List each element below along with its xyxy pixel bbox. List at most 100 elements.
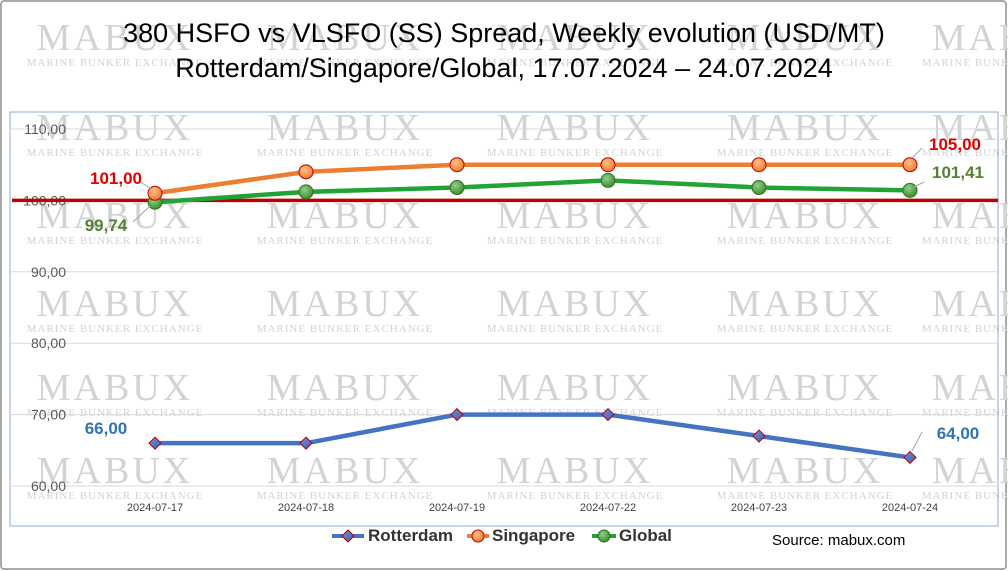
watermark-subtitle-text: MARINE BUNKER EXCHANGE xyxy=(717,407,894,419)
global-data-point xyxy=(902,182,918,198)
legend-item-singapore[interactable]: Singapore xyxy=(466,526,575,546)
watermark-subtitle-text: MARINE BUNKER EXCHANGE xyxy=(922,490,1008,502)
watermark-subtitle-text: MARINE BUNKER EXCHANGE xyxy=(257,235,434,247)
watermark-subtitle-text: MARINE BUNKER EXCHANGE xyxy=(257,490,434,502)
watermark-mabux-text: MABUX xyxy=(932,107,1008,149)
legend-item-rotterdam[interactable]: Rotterdam xyxy=(330,526,453,546)
data-label-leader-line xyxy=(911,147,923,159)
watermark-mabux-text: MABUX xyxy=(37,450,193,492)
watermark-subtitle-text: MARINE BUNKER EXCHANGE xyxy=(257,323,434,335)
watermark-mabux-text: MABUX xyxy=(727,17,883,59)
singapore-data-point xyxy=(449,157,465,173)
series-line-singapore xyxy=(152,162,913,196)
watermark-subtitle-text: MARINE BUNKER EXCHANGE xyxy=(27,407,204,419)
watermark-mabux-text: MABUX xyxy=(727,367,883,409)
singapore-data-point xyxy=(751,157,767,173)
watermark-mabux-text: MABUX xyxy=(267,367,423,409)
watermark-subtitle-text: MARINE BUNKER EXCHANGE xyxy=(27,235,204,247)
y-tick-label: 80,00 xyxy=(31,335,66,351)
x-tick-label: 2024-07-23 xyxy=(731,502,787,514)
chart-title-line-2: Rotterdam/Singapore/Global, 17.07.2024 –… xyxy=(175,53,833,83)
watermark-mabux-text: MABUX xyxy=(37,283,193,325)
watermark-mabux-text: MABUX xyxy=(727,107,883,149)
watermark-mabux-text: MABUX xyxy=(727,283,883,325)
watermark-subtitle-text: MARINE BUNKER EXCHANGE xyxy=(922,323,1008,335)
watermark-mabux-text: MABUX xyxy=(932,17,1008,59)
singapore-data-point xyxy=(298,164,314,180)
x-tick-label: 2024-07-18 xyxy=(278,502,334,514)
x-tick-label: 2024-07-17 xyxy=(127,502,183,514)
watermark-subtitle-text: MARINE BUNKER EXCHANGE xyxy=(257,147,434,159)
watermark-subtitle-text: MARINE BUNKER EXCHANGE xyxy=(487,490,664,502)
circle-marker-icon xyxy=(592,529,616,543)
y-tick-label: 90,00 xyxy=(31,264,66,280)
singapore-last-value-label: 105,00 xyxy=(929,135,981,154)
watermark-subtitle-text: MARINE BUNKER EXCHANGE xyxy=(717,235,894,247)
watermark-mabux-text: MABUX xyxy=(497,450,653,492)
data-label-leader-line xyxy=(139,181,153,190)
watermark-mabux-text: MABUX xyxy=(497,283,653,325)
global-data-point xyxy=(600,172,616,188)
data-labels: 101,00 99,74 66,00 105,00 101,41 64,00 xyxy=(85,135,984,452)
plot-area xyxy=(9,111,999,527)
rotterdam-first-value-label: 66,00 xyxy=(85,419,128,438)
source-note: Source: mabux.com xyxy=(772,532,906,549)
watermark-subtitle-text: MARINE BUNKER EXCHANGE xyxy=(922,235,1008,247)
rotterdam-data-point xyxy=(450,407,464,422)
y-tick-label: 70,00 xyxy=(31,407,66,423)
circle-marker-icon xyxy=(467,529,489,543)
watermark-mabux-text: MABUX xyxy=(37,17,193,59)
watermark-subtitle-text: MARINE BUNKER EXCHANGE xyxy=(922,147,1008,159)
watermark-mabux-text: MABUX xyxy=(267,283,423,325)
watermark-subtitle-text: MARINE BUNKER EXCHANGE xyxy=(27,490,204,502)
chart-title-line-1: 380 HSFO vs VLSFO (SS) Spread, Weekly ev… xyxy=(123,18,885,48)
y-tick-label: 110,00 xyxy=(24,121,66,137)
watermark-subtitle-text: MARINE BUNKER EXCHANGE xyxy=(922,57,1008,69)
legend-item-global[interactable]: Global xyxy=(591,526,672,546)
watermark-mabux-text: MABUX xyxy=(497,367,653,409)
watermark-mabux-text: MABUX xyxy=(932,367,1008,409)
global-data-point xyxy=(298,184,314,200)
rotterdam-data-point xyxy=(752,429,766,443)
watermark-subtitle-text: MARINE BUNKER EXCHANGE xyxy=(257,407,434,419)
series-line-rotterdam xyxy=(152,412,913,460)
x-axis: 2024-07-17 2024-07-18 2024-07-19 2024-07-22… xyxy=(127,502,938,514)
x-tick-label: 2024-07-22 xyxy=(580,502,636,514)
data-label-leader-line xyxy=(913,181,925,188)
rotterdam-data-point xyxy=(299,436,313,450)
series-layer xyxy=(147,157,918,465)
singapore-data-point xyxy=(902,157,918,173)
watermark-subtitle-text: MARINE BUNKER EXCHANGE xyxy=(487,323,664,335)
singapore-data-point xyxy=(147,185,163,201)
singapore-data-point xyxy=(600,157,616,173)
watermark-subtitle-text: MARINE BUNKER EXCHANGE xyxy=(487,235,664,247)
watermark-mabux-text: MABUX xyxy=(267,450,423,492)
watermark-mabux-text: MABUX xyxy=(497,107,653,149)
global-last-value-label: 101,41 xyxy=(932,163,984,182)
x-tick-label: 2024-07-24 xyxy=(882,502,938,514)
watermark-subtitle-text: MARINE BUNKER EXCHANGE xyxy=(27,57,204,69)
diamond-marker-icon xyxy=(332,529,364,543)
watermark-subtitle-text: MARINE BUNKER EXCHANGE xyxy=(257,57,434,69)
singapore-first-value-label: 101,00 xyxy=(90,169,142,188)
rotterdam-data-point xyxy=(903,450,917,465)
watermark-mabux-text: MABUX xyxy=(932,283,1008,325)
watermark-mabux-text: MABUX xyxy=(267,107,423,149)
rotterdam-last-value-label: 64,00 xyxy=(937,424,980,443)
watermark-mabux-text: MABUX xyxy=(727,450,883,492)
watermark-subtitle-text: MARINE BUNKER EXCHANGE xyxy=(717,147,894,159)
series-line-global xyxy=(152,178,913,205)
watermark-subtitle-text: MARINE BUNKER EXCHANGE xyxy=(27,147,204,159)
watermark-mabux-text: MABUX xyxy=(37,367,193,409)
rotterdam-data-point xyxy=(601,407,615,422)
watermark-mabux-text: MABUX xyxy=(497,17,653,59)
data-label-leader-line xyxy=(132,205,151,223)
global-data-point xyxy=(449,180,465,196)
watermark-subtitle-text: MARINE BUNKER EXCHANGE xyxy=(922,407,1008,419)
rotterdam-data-point xyxy=(148,436,162,450)
watermark-subtitle-text: MARINE BUNKER EXCHANGE xyxy=(717,490,894,502)
watermark-mabux-text: MABUX xyxy=(37,107,193,149)
watermark-mabux-text: MABUX xyxy=(932,450,1008,492)
watermark-subtitle-text: MARINE BUNKER EXCHANGE xyxy=(717,323,894,335)
